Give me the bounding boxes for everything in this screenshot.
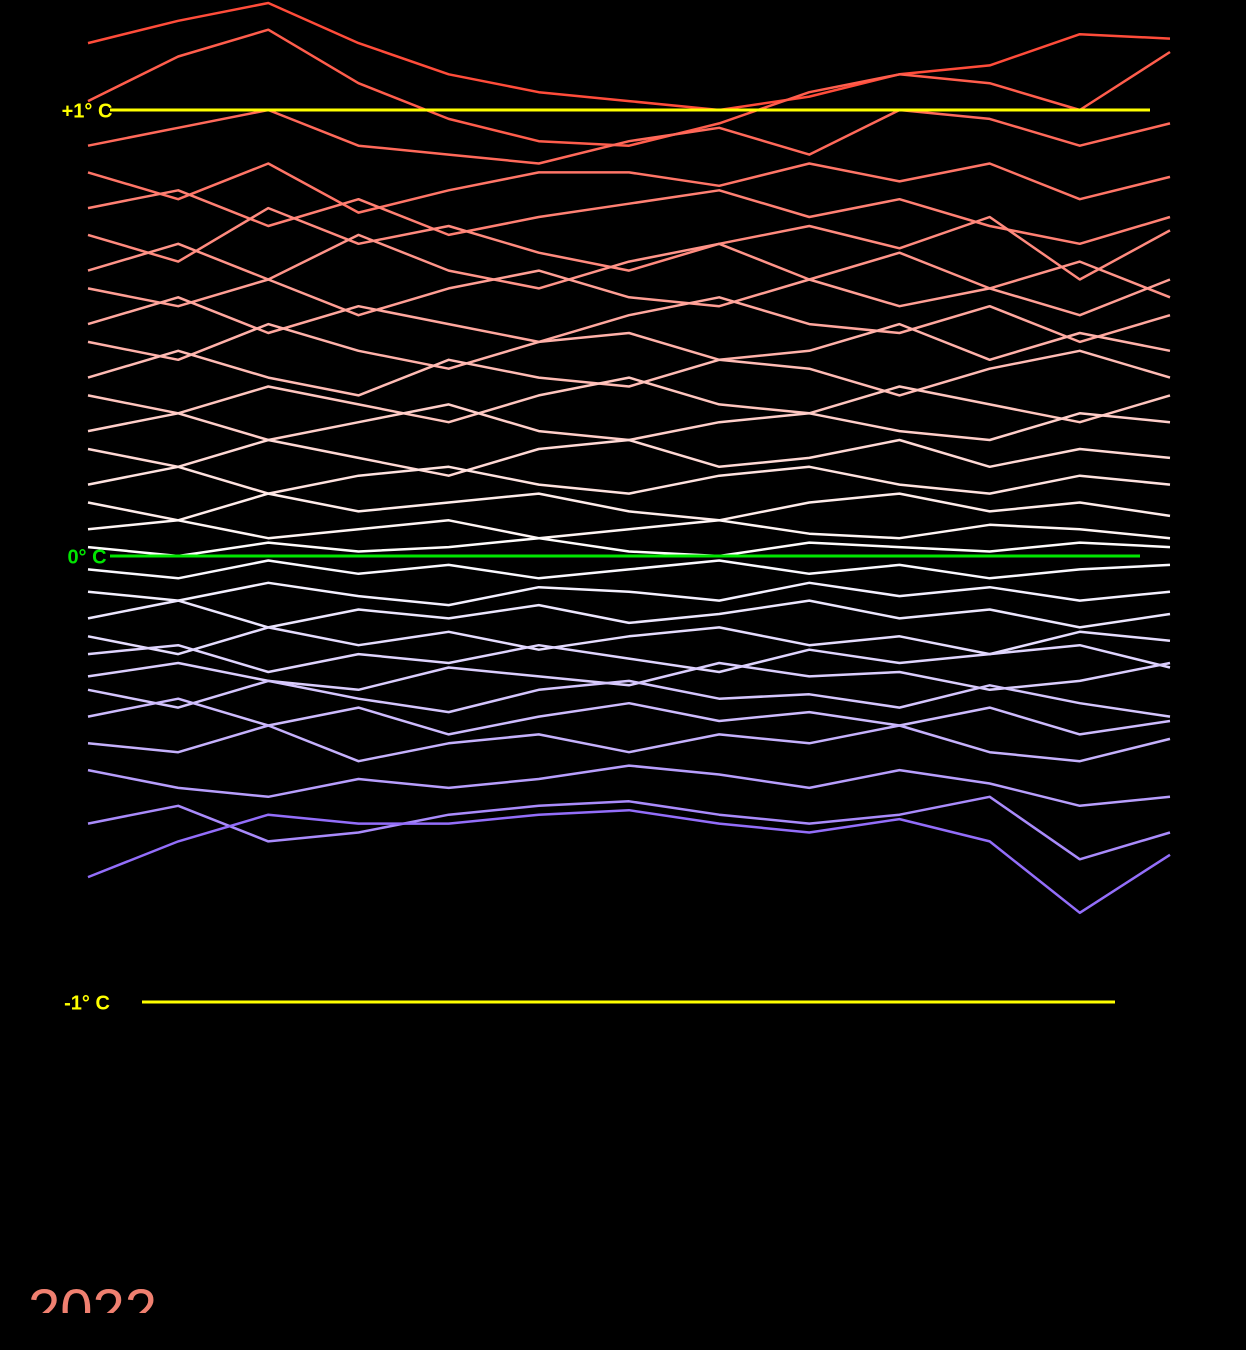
series-line [87,519,1171,540]
series-line [87,581,1171,607]
series-line [87,559,1171,580]
series-line [87,269,1171,317]
series-line [87,189,1171,246]
series-line [87,536,1171,558]
series-line [87,795,1171,861]
series-line [87,465,1171,495]
lines [87,1,1171,915]
series-line [87,108,1171,165]
series-line [87,643,1171,674]
series-line [87,626,1171,656]
series-line [87,724,1171,763]
series-line [87,679,1171,718]
series-line [87,438,1171,477]
series-line [87,28,1171,147]
series-line [87,403,1171,442]
series-line [87,492,1171,522]
year-label: 2022 [28,1278,157,1343]
series-line [87,233,1171,299]
series-line [87,599,1171,629]
series-line [87,296,1171,344]
series-line [87,349,1171,397]
y-tick-label: +1° C [62,100,113,122]
series-line [87,1,1171,112]
series-line [87,206,1171,281]
reference-lines [110,108,1150,1004]
series-line [87,376,1171,424]
series-line [87,322,1171,370]
y-tick-label: -1° C [64,992,110,1014]
y-tick-label: 0° C [67,546,106,568]
tick-labels: -1° C 0° C +1° C [62,100,113,1014]
series-line [87,697,1171,736]
series-line [87,162,1171,214]
series-line [87,764,1171,808]
series-line [87,808,1171,915]
